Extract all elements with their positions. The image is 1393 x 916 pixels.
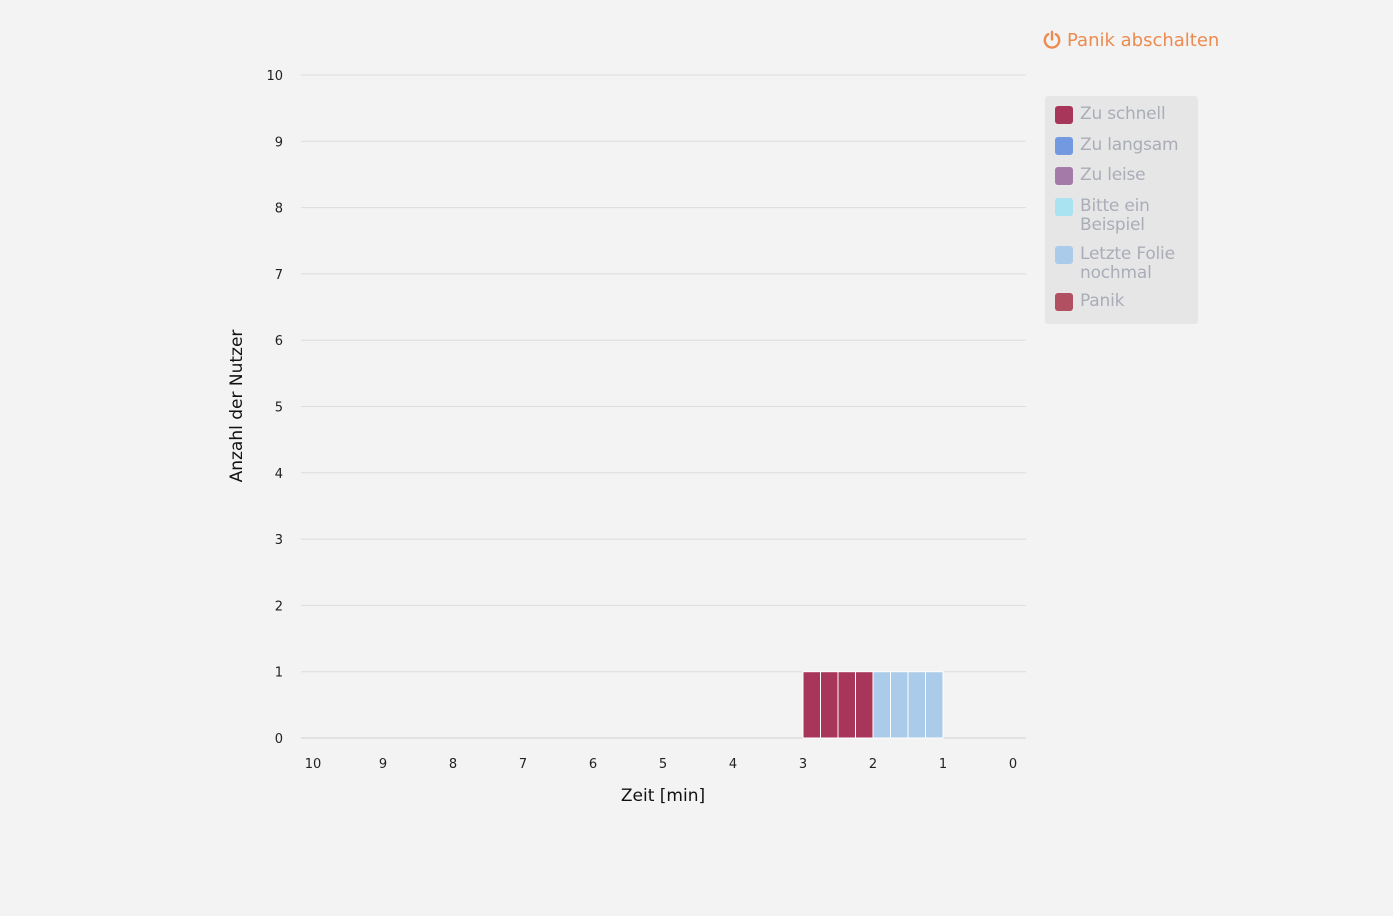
legend-swatch (1055, 246, 1073, 264)
x-axis-ticks: 10 9 8 7 6 5 4 3 2 1 0 (305, 757, 1017, 772)
bars (802, 671, 944, 739)
bar (890, 671, 909, 739)
y-tick-label: 6 (275, 334, 283, 349)
x-tick-label: 9 (379, 757, 387, 772)
bar (925, 671, 944, 739)
legend-item-zu-leise[interactable]: Zu leise (1055, 166, 1190, 185)
legend-item-letzte-folie-nochmal[interactable]: Letzte Folie nochmal (1055, 245, 1190, 283)
power-icon (1043, 30, 1061, 49)
legend-swatch (1055, 293, 1073, 311)
y-axis-ticks: 0 1 2 3 4 5 6 7 8 9 10 (266, 69, 283, 747)
bar (872, 671, 891, 739)
x-tick-label: 3 (799, 757, 807, 772)
bar (802, 671, 821, 739)
legend-label: Zu leise (1080, 165, 1146, 185)
legend-item-zu-langsam[interactable]: Zu langsam (1055, 136, 1190, 155)
legend-label: Letzte Folie nochmal (1080, 244, 1175, 283)
x-tick-label: 0 (1009, 757, 1017, 772)
chart-legend: Zu schnell Zu langsam Zu leise Bitte ein… (1045, 96, 1198, 324)
y-tick-label: 2 (275, 599, 283, 614)
y-tick-label: 5 (275, 401, 283, 416)
panic-off-button[interactable]: Panik abschalten (1042, 27, 1219, 53)
x-tick-label: 5 (659, 757, 667, 772)
y-tick-label: 8 (275, 202, 283, 217)
legend-label: Panik (1080, 291, 1125, 311)
legend-label: Zu langsam (1080, 135, 1179, 155)
legend-swatch (1055, 167, 1073, 185)
y-tick-label: 4 (275, 467, 283, 482)
x-tick-label: 2 (869, 757, 877, 772)
x-tick-label: 8 (449, 757, 457, 772)
bar (855, 671, 874, 739)
x-tick-label: 6 (589, 757, 597, 772)
x-tick-label: 1 (939, 757, 947, 772)
x-tick-label: 10 (305, 757, 322, 772)
legend-item-panik[interactable]: Panik (1055, 292, 1190, 311)
y-tick-label: 1 (275, 666, 283, 681)
bar (907, 671, 926, 739)
y-tick-label: 3 (275, 533, 283, 548)
bar (837, 671, 856, 739)
y-tick-label: 0 (275, 732, 283, 747)
grid-lines (301, 74, 1026, 739)
bar (820, 671, 839, 739)
legend-swatch (1055, 106, 1073, 124)
legend-swatch (1055, 137, 1073, 155)
y-tick-label: 10 (266, 69, 283, 84)
panic-off-label: Panik abschalten (1067, 29, 1220, 51)
x-tick-label: 7 (519, 757, 527, 772)
y-tick-label: 7 (275, 268, 283, 283)
legend-label: Zu schnell (1080, 104, 1166, 124)
x-axis-title: Zeit [min] (621, 786, 705, 806)
legend-item-zu-schnell[interactable]: Zu schnell (1055, 105, 1190, 124)
y-axis-title: Anzahl der Nutzer (227, 330, 247, 483)
x-tick-label: 4 (729, 757, 737, 772)
legend-item-bitte-ein-beispiel[interactable]: Bitte ein Beispiel (1055, 197, 1190, 235)
legend-label: Bitte ein Beispiel (1080, 196, 1150, 235)
y-tick-label: 9 (275, 135, 283, 150)
legend-swatch (1055, 198, 1073, 216)
